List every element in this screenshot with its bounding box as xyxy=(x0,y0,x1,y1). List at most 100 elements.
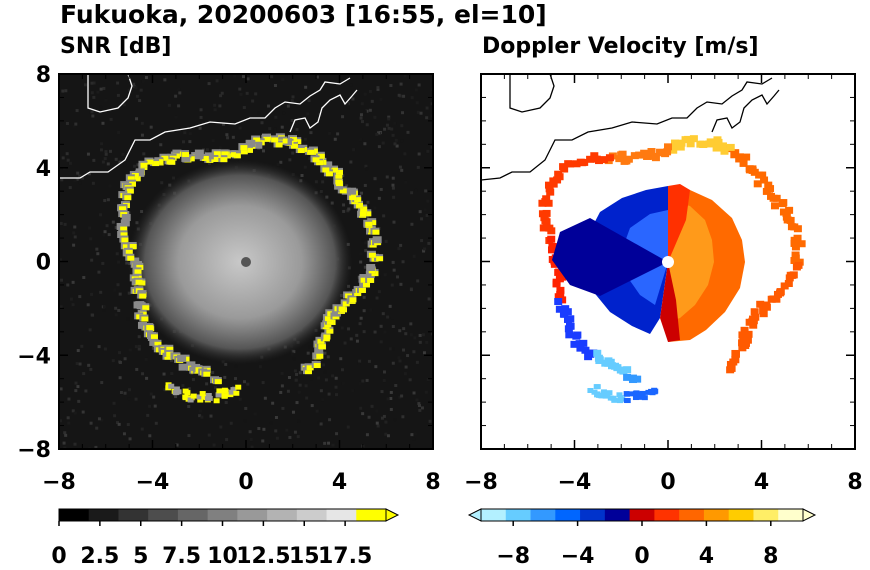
snr-noise-pixel xyxy=(169,358,173,362)
snr-noise-pixel xyxy=(410,191,414,195)
snr-noise-pixel xyxy=(315,409,319,413)
snr-noise-pixel xyxy=(374,365,378,369)
snr-noise-pixel xyxy=(64,283,68,287)
snr-colorbar-swatch xyxy=(356,509,387,521)
snr-noise-pixel xyxy=(396,275,400,279)
snr-ring-pixel xyxy=(356,202,364,208)
snr-noise-pixel xyxy=(112,401,116,405)
snr-noise-pixel xyxy=(406,130,410,134)
snr-noise-pixel xyxy=(200,415,204,419)
snr-ring-pixel xyxy=(228,152,236,158)
snr-noise-pixel xyxy=(364,241,368,245)
snr-ring-pixel xyxy=(150,334,158,340)
snr-noise-pixel xyxy=(199,115,203,119)
snr-ring-pixel xyxy=(324,322,332,328)
snr-noise-pixel xyxy=(218,104,222,108)
velocity-ring-pixel xyxy=(628,376,637,384)
snr-noise-pixel xyxy=(66,283,70,287)
snr-xtick-label: 0 xyxy=(238,470,253,495)
snr-ring-pixel xyxy=(367,277,375,283)
snr-ring-pixel xyxy=(128,181,136,187)
velocity-ring-pixel xyxy=(676,143,685,151)
velocity-ring-pixel xyxy=(544,181,553,189)
snr-noise-pixel xyxy=(122,432,126,436)
snr-noise-pixel xyxy=(174,395,178,399)
snr-noise-pixel xyxy=(127,397,131,401)
snr-noise-pixel xyxy=(106,162,110,166)
velocity-colorbar-swatch xyxy=(580,509,606,521)
snr-tail-pixel xyxy=(196,394,203,400)
velocity-colorbar-swatch xyxy=(629,509,655,521)
snr-ring-fringe xyxy=(347,187,357,195)
snr-noise-pixel xyxy=(80,344,84,348)
snr-noise-pixel xyxy=(319,189,323,193)
snr-noise-pixel xyxy=(383,127,387,131)
velocity-axis-ticks: −8 −4 0 4 8 xyxy=(464,73,863,495)
snr-noise-pixel xyxy=(97,417,101,421)
velocity-colorbar-extend-min xyxy=(467,508,482,522)
snr-noise-pixel xyxy=(114,225,118,229)
snr-noise-pixel xyxy=(109,117,113,121)
velocity-ring-pixel xyxy=(696,140,705,148)
snr-noise-pixel xyxy=(360,120,364,124)
snr-noise-pixel xyxy=(397,247,401,251)
velocity-ring-pixel xyxy=(619,367,628,375)
snr-noise-pixel xyxy=(334,385,338,389)
velocity-colorbar-swatch xyxy=(679,509,705,521)
snr-noise-pixel xyxy=(327,392,331,396)
snr-noise-pixel xyxy=(71,303,75,307)
velocity-ring-pixel xyxy=(738,331,747,339)
snr-noise-pixel xyxy=(317,376,321,380)
snr-ring-pixel xyxy=(154,341,162,347)
velocity-ring-pixel xyxy=(718,142,727,150)
snr-noise-pixel xyxy=(349,83,353,87)
snr-noise-pixel xyxy=(258,365,262,369)
snr-ring-pixel xyxy=(120,226,128,232)
snr-noise-pixel xyxy=(360,191,364,195)
snr-noise-pixel xyxy=(140,210,144,214)
snr-noise-pixel xyxy=(327,441,331,445)
snr-ring-pixel xyxy=(323,334,331,340)
snr-noise-pixel xyxy=(72,231,76,235)
snr-xtick-label: −4 xyxy=(136,470,170,495)
snr-noise-pixel xyxy=(238,126,242,130)
velocity-ring-pixel xyxy=(547,246,556,254)
snr-noise-pixel xyxy=(82,372,86,376)
snr-noise-pixel xyxy=(62,167,66,171)
snr-noise-pixel xyxy=(398,329,402,333)
snr-noise-pixel xyxy=(281,406,285,410)
snr-noise-pixel xyxy=(61,156,65,160)
velocity-ring-pixel xyxy=(656,148,665,156)
snr-noise-pixel xyxy=(73,442,77,446)
snr-noise-pixel xyxy=(343,341,347,345)
snr-noise-pixel xyxy=(298,383,302,387)
snr-ring-fringe xyxy=(178,363,188,371)
snr-noise-pixel xyxy=(335,432,339,436)
snr-ring-fringe xyxy=(372,236,382,244)
snr-noise-pixel xyxy=(274,415,278,419)
snr-noise-pixel xyxy=(66,416,70,420)
snr-noise-pixel xyxy=(323,441,327,445)
snr-noise-pixel xyxy=(401,260,405,264)
snr-ring-pixel xyxy=(125,249,133,255)
snr-ring-pixel xyxy=(221,151,229,157)
snr-noise-pixel xyxy=(384,420,388,424)
snr-ring-fringe xyxy=(253,141,263,149)
snr-noise-pixel xyxy=(243,419,247,423)
snr-ring-pixel xyxy=(211,156,219,162)
snr-noise-pixel xyxy=(415,398,419,402)
snr-noise-pixel xyxy=(403,372,407,376)
snr-noise-pixel xyxy=(135,367,139,371)
velocity-ring-pixel xyxy=(769,295,778,303)
snr-noise-pixel xyxy=(127,88,131,92)
snr-ring-pixel xyxy=(349,297,357,303)
snr-noise-pixel xyxy=(97,270,101,274)
snr-noise-pixel xyxy=(105,224,109,228)
snr-noise-pixel xyxy=(393,418,397,422)
snr-noise-pixel xyxy=(423,247,427,251)
snr-noise-pixel xyxy=(239,92,243,96)
snr-noise-pixel xyxy=(163,78,167,82)
snr-noise-pixel xyxy=(125,261,129,265)
velocity-panel: −8 −4 0 4 8 xyxy=(464,73,863,495)
